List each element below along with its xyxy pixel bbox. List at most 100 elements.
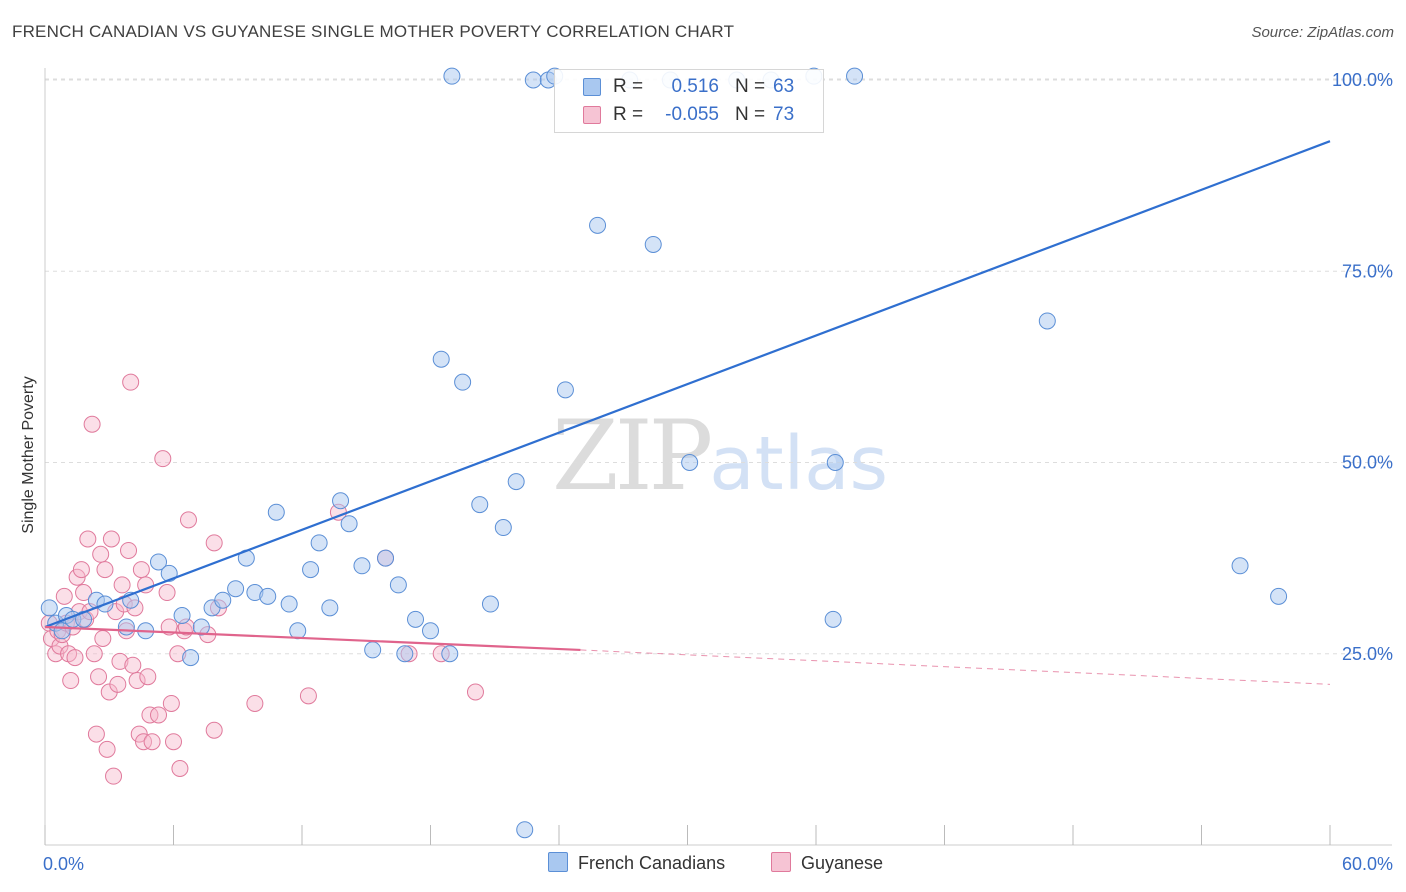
guyanese-point <box>128 672 146 690</box>
french-canadian-point <box>422 622 439 640</box>
r-value: -0.055 <box>665 104 719 125</box>
trend-lines <box>44 140 1331 685</box>
watermark-atlas: atlas <box>709 421 889 507</box>
guyanese-point <box>111 652 129 670</box>
y-tick-label: 25.0% <box>1342 644 1393 664</box>
french-canadian-point <box>289 622 307 640</box>
guyanese-point <box>72 561 90 579</box>
tick-labels: 25.0% 50.0% 75.0% 100.0% 0.0% 60.0% <box>43 70 1393 874</box>
guyanese-point <box>158 584 176 602</box>
guyanese-point <box>83 415 101 433</box>
french-canadian-point <box>364 641 382 659</box>
guyanese-point <box>113 576 131 594</box>
guyanese-point <box>246 694 264 712</box>
french-canadian-point <box>454 373 472 391</box>
guyanese-point <box>109 675 127 693</box>
guyanese-point <box>62 672 80 690</box>
french-canadian-point <box>516 821 534 839</box>
r-label: R = <box>613 76 644 97</box>
y-tick-label: 75.0% <box>1342 261 1393 281</box>
french-canadian-point <box>267 503 285 521</box>
french-canadian-point <box>826 454 844 471</box>
french-canadian-point <box>182 649 200 667</box>
chart-title: FRENCH CANADIAN VS GUYANESE SINGLE MOTHE… <box>12 22 735 41</box>
french-canadian-point <box>846 67 864 85</box>
legend-label: French Canadians <box>578 853 726 873</box>
n-value: 63 <box>773 76 795 97</box>
legend-row-guyanese: R = -0.055 N = 73 <box>555 101 823 129</box>
pink-swatch <box>771 852 791 872</box>
french-canadian-point <box>1231 557 1249 575</box>
guyanese-point <box>139 668 157 686</box>
guyanese-point <box>75 584 93 602</box>
french-canadian-point <box>302 561 320 579</box>
guyanese-point <box>171 760 189 777</box>
french-canadian-point <box>321 599 339 617</box>
french-canadian-point <box>824 610 842 628</box>
french-canadian-point <box>310 534 328 552</box>
r-label: R = <box>613 104 644 125</box>
french-canadian-point <box>40 599 58 617</box>
french-canadian-point <box>1038 312 1056 330</box>
french-canadian-trend-line <box>44 140 1331 629</box>
guyanese-point <box>98 740 116 758</box>
french-canadian-point <box>507 473 525 491</box>
guyanese-point <box>124 656 142 674</box>
french-canadian-point <box>389 576 407 594</box>
blue-swatch <box>583 78 601 96</box>
guyanese-point <box>130 725 148 743</box>
french-canadian-point <box>353 557 371 575</box>
guyanese-point <box>105 767 123 785</box>
guyanese-point <box>143 733 161 751</box>
french-canadian-point <box>117 618 135 636</box>
guyanese-point <box>85 645 103 663</box>
french-canadian-point <box>644 235 662 253</box>
guyanese-trend-line <box>44 625 581 652</box>
guyanese-point <box>205 721 223 739</box>
french-canadian-point <box>150 553 168 571</box>
french-canadian-point <box>214 591 232 609</box>
french-canadian-point <box>227 580 245 598</box>
guyanese-point <box>135 733 153 751</box>
guyanese-point <box>150 706 168 724</box>
guyanese-point <box>179 511 197 529</box>
guyanese-point <box>299 687 317 705</box>
guyanese-point <box>165 733 182 751</box>
blue-swatch <box>548 852 568 872</box>
correlation-legend: R = 0.516 N = 63 R = -0.055 N = 73 <box>554 69 824 133</box>
french-canadian-point <box>494 519 512 537</box>
french-canadian-point <box>556 381 574 399</box>
x-tick-label: 60.0% <box>1342 854 1393 874</box>
guyanese-point <box>87 725 105 743</box>
guyanese-point <box>66 649 84 667</box>
n-label: N = <box>735 104 766 125</box>
french-canadian-point <box>441 645 459 663</box>
french-canadian-point <box>443 67 461 85</box>
guyanese-point <box>55 587 73 605</box>
y-tick-label: 100.0% <box>1332 70 1393 90</box>
r-value: 0.516 <box>671 76 719 97</box>
french-canadian-point <box>1270 587 1288 605</box>
guyanese-point <box>96 561 114 579</box>
guyanese-point <box>205 534 223 552</box>
guyanese-point <box>132 561 150 579</box>
french-canadian-point <box>589 216 607 234</box>
n-label: N = <box>735 76 766 97</box>
french-canadian-point <box>432 350 450 368</box>
watermark: ZIPatlas <box>552 400 888 512</box>
legend-item-guyanese: Guyanese <box>771 852 883 874</box>
guyanese-point <box>79 530 97 548</box>
y-tick-label: 50.0% <box>1342 453 1393 473</box>
french-canadian-point <box>259 587 277 605</box>
french-canadian-point <box>407 610 425 628</box>
french-canadian-point <box>173 607 191 624</box>
french-canadian-point <box>481 595 499 613</box>
axes <box>44 68 1392 846</box>
guyanese-point <box>141 706 159 724</box>
french-canadian-point <box>396 645 414 663</box>
x-tick-label: 0.0% <box>43 854 84 874</box>
guyanese-point <box>122 373 140 391</box>
french-canadian-point <box>524 71 542 89</box>
guyanese-point <box>47 645 65 663</box>
guyanese-point <box>102 530 120 548</box>
